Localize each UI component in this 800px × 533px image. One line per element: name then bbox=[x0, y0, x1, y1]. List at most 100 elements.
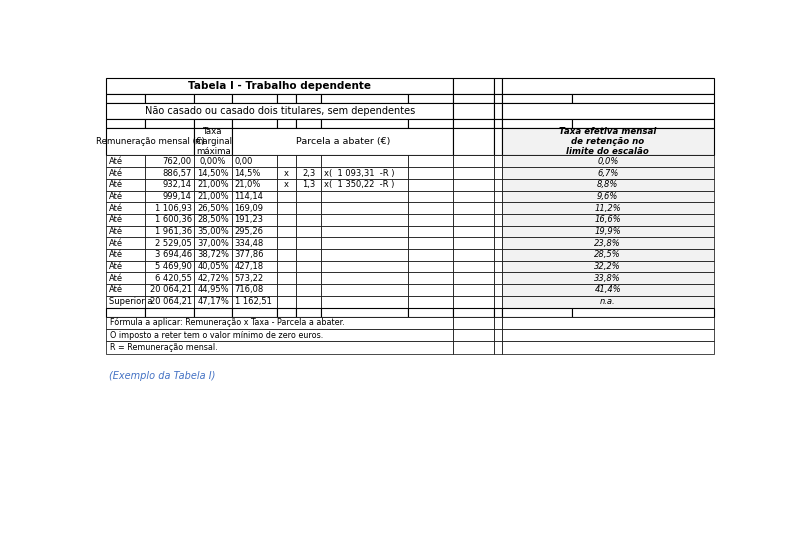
Bar bbox=[278, 118, 296, 127]
Bar bbox=[408, 167, 454, 179]
Bar bbox=[106, 272, 145, 284]
Text: 1,3: 1,3 bbox=[302, 180, 315, 189]
Text: Não casado ou casado dois titulares, sem dependentes: Não casado ou casado dois titulares, sem… bbox=[145, 106, 415, 116]
Bar bbox=[494, 237, 502, 249]
Bar bbox=[502, 237, 714, 249]
Bar bbox=[296, 225, 322, 237]
Bar bbox=[494, 308, 502, 317]
Bar bbox=[408, 118, 454, 127]
Bar bbox=[278, 308, 296, 317]
Text: x(  1 350,22  -R ): x( 1 350,22 -R ) bbox=[324, 180, 394, 189]
Bar bbox=[106, 284, 145, 296]
Bar bbox=[145, 249, 194, 261]
Bar bbox=[106, 191, 145, 202]
Bar bbox=[573, 308, 714, 317]
Bar bbox=[502, 261, 714, 272]
Bar bbox=[278, 272, 296, 284]
Bar bbox=[502, 179, 714, 191]
Bar bbox=[494, 225, 502, 237]
Text: 2 529,05: 2 529,05 bbox=[155, 239, 192, 248]
Bar bbox=[194, 284, 232, 296]
Text: Até: Até bbox=[109, 262, 123, 271]
Bar bbox=[454, 317, 494, 329]
Bar bbox=[194, 225, 232, 237]
Bar bbox=[145, 272, 194, 284]
Text: 6,7%: 6,7% bbox=[597, 168, 618, 177]
Text: 42,72%: 42,72% bbox=[198, 274, 229, 283]
Bar bbox=[194, 179, 232, 191]
Bar bbox=[106, 308, 145, 317]
Bar bbox=[145, 308, 194, 317]
Bar bbox=[106, 179, 145, 191]
Bar bbox=[454, 191, 494, 202]
Text: Até: Até bbox=[109, 215, 123, 224]
Bar bbox=[296, 191, 322, 202]
Bar bbox=[194, 272, 232, 284]
Bar bbox=[408, 261, 454, 272]
Text: Remuneração mensal (€): Remuneração mensal (€) bbox=[96, 137, 205, 146]
Bar bbox=[573, 118, 714, 127]
Text: Tabela I - Trabalho dependente: Tabela I - Trabalho dependente bbox=[188, 81, 371, 91]
Text: (Exemplo da Tabela I): (Exemplo da Tabela I) bbox=[109, 371, 215, 381]
Bar bbox=[502, 225, 714, 237]
Text: 377,86: 377,86 bbox=[234, 251, 264, 260]
Text: 11,2%: 11,2% bbox=[594, 204, 621, 213]
Bar bbox=[322, 284, 408, 296]
Bar bbox=[194, 167, 232, 179]
Bar bbox=[502, 296, 714, 308]
Bar bbox=[194, 94, 232, 103]
Bar bbox=[194, 249, 232, 261]
Text: Taxa efetiva mensal
de retenção no
limite do escalão: Taxa efetiva mensal de retenção no limit… bbox=[559, 127, 657, 156]
Bar bbox=[454, 249, 494, 261]
Bar bbox=[322, 202, 408, 214]
Bar bbox=[232, 284, 278, 296]
Bar bbox=[454, 179, 494, 191]
Bar bbox=[454, 118, 494, 127]
Text: 0,00%: 0,00% bbox=[200, 157, 226, 166]
Text: Taxa
marginal
máxima: Taxa marginal máxima bbox=[194, 127, 232, 156]
Bar bbox=[296, 214, 322, 225]
Bar bbox=[454, 329, 494, 341]
Text: 20 064,21: 20 064,21 bbox=[150, 286, 192, 295]
Text: Até: Até bbox=[109, 251, 123, 260]
Bar bbox=[296, 284, 322, 296]
Bar bbox=[408, 225, 454, 237]
Bar bbox=[145, 261, 194, 272]
Text: 37,00%: 37,00% bbox=[198, 239, 229, 248]
Bar bbox=[454, 296, 494, 308]
Bar bbox=[494, 78, 502, 94]
Bar bbox=[145, 225, 194, 237]
Bar bbox=[232, 225, 278, 237]
Bar bbox=[296, 118, 322, 127]
Text: 191,23: 191,23 bbox=[234, 215, 263, 224]
Bar bbox=[408, 191, 454, 202]
Bar bbox=[106, 78, 454, 94]
Bar bbox=[232, 261, 278, 272]
Bar bbox=[296, 261, 322, 272]
Text: 2,3: 2,3 bbox=[302, 168, 315, 177]
Bar bbox=[106, 317, 454, 329]
Text: 8,8%: 8,8% bbox=[597, 180, 618, 189]
Text: Até: Até bbox=[109, 192, 123, 201]
Bar bbox=[232, 272, 278, 284]
Bar bbox=[194, 214, 232, 225]
Bar bbox=[296, 308, 322, 317]
Bar bbox=[454, 284, 494, 296]
Text: 295,26: 295,26 bbox=[234, 227, 263, 236]
Bar bbox=[322, 308, 408, 317]
Bar bbox=[322, 261, 408, 272]
Text: 38,72%: 38,72% bbox=[197, 251, 229, 260]
Bar bbox=[232, 202, 278, 214]
Text: Parcela a abater (€): Parcela a abater (€) bbox=[295, 137, 390, 146]
Bar bbox=[502, 202, 714, 214]
Text: 886,57: 886,57 bbox=[162, 168, 192, 177]
Bar bbox=[502, 78, 714, 94]
Text: 14,5%: 14,5% bbox=[234, 168, 261, 177]
Bar bbox=[502, 214, 714, 225]
Bar bbox=[454, 272, 494, 284]
Bar bbox=[106, 225, 145, 237]
Text: 28,50%: 28,50% bbox=[198, 215, 229, 224]
Bar bbox=[322, 167, 408, 179]
Bar bbox=[322, 156, 408, 167]
Text: 169,09: 169,09 bbox=[234, 204, 263, 213]
